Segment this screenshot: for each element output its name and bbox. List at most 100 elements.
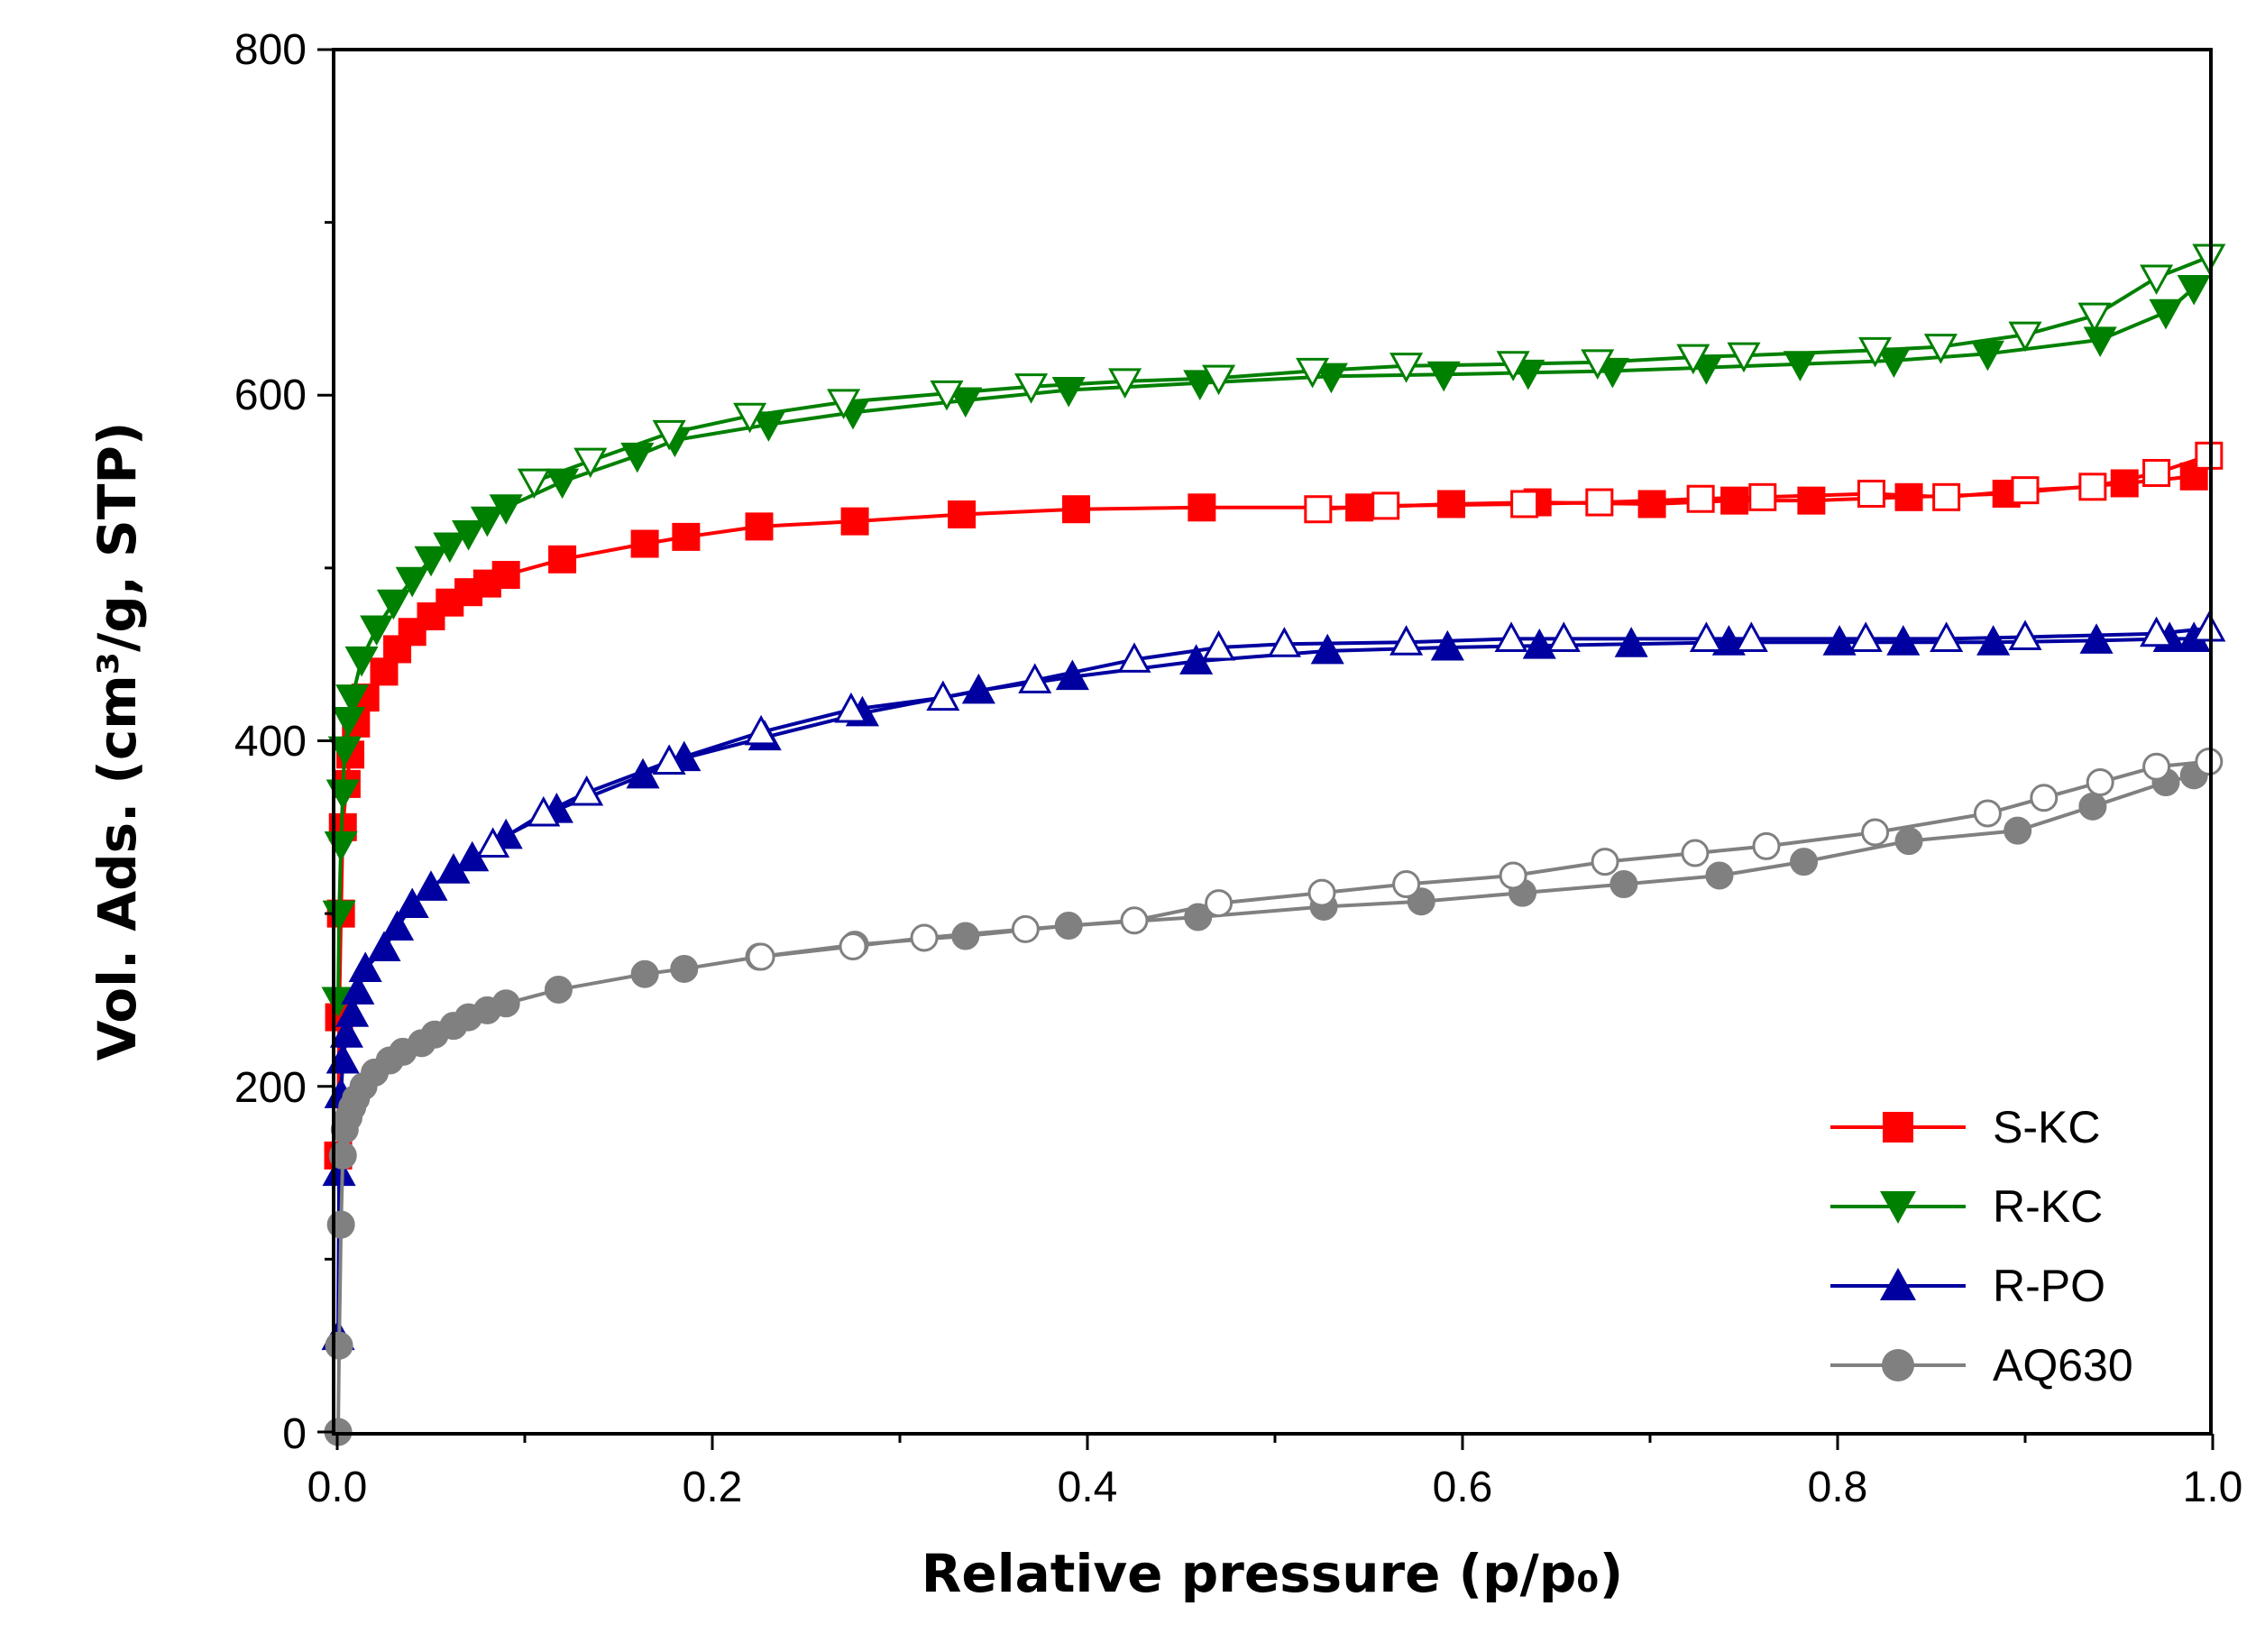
data-point-r-kc-desorption [1581, 349, 1615, 380]
data-point-r-kc-adsorption [1876, 347, 1911, 379]
data-point-aq630-desorption [1973, 799, 2002, 828]
data-point-r-po-adsorption [1976, 625, 2011, 656]
data-point-s-kc-adsorption [1720, 486, 1749, 515]
data-point-aq630-desorption [1307, 878, 1336, 907]
data-point-s-kc-adsorption [491, 561, 520, 590]
legend-label-r-po: R-PO [1993, 1261, 2105, 1311]
data-point-r-po-desorption [1546, 621, 1581, 652]
data-point-r-po-desorption [1848, 621, 1883, 652]
data-point-r-kc-desorption [1676, 344, 1710, 375]
data-point-r-kc-adsorption [751, 411, 785, 442]
data-point-r-po-desorption [1930, 621, 1964, 652]
data-point-r-po-adsorption [367, 931, 401, 961]
data-point-r-kc-desorption [1389, 353, 1424, 383]
data-point-s-kc-desorption [1510, 490, 1539, 519]
data-point-aq630-adsorption [544, 975, 573, 1004]
data-point-r-kc-desorption [827, 389, 861, 420]
y-tick-label: 400 [234, 718, 307, 766]
x-tick-label: 0.0 [307, 1464, 368, 1511]
data-point-r-kc-desorption [733, 402, 767, 434]
data-point-aq630-desorption [747, 942, 775, 971]
data-point-r-kc-desorption [2077, 302, 2112, 334]
data-point-r-po-desorption [1267, 627, 1301, 657]
data-point-r-po-adsorption [381, 910, 415, 941]
data-point-r-po-desorption [1494, 621, 1528, 652]
data-point-r-po-desorption [476, 827, 510, 858]
data-point-aq630-desorption [1011, 914, 1040, 943]
x-tick-label: 1.0 [2183, 1464, 2243, 1511]
data-point-s-kc-adsorption [1345, 493, 1374, 522]
data-point-r-kc-adsorption [326, 779, 360, 811]
data-point-aq630-desorption [910, 923, 939, 952]
data-point-s-kc-adsorption [672, 522, 701, 551]
data-point-s-kc-desorption [1304, 495, 1333, 524]
data-point-aq630-desorption [1591, 848, 1619, 876]
data-point-r-po-adsorption [1711, 625, 1746, 656]
data-point-r-kc-adsorption [1511, 359, 1545, 390]
x-axis-title: Relative pressure (p/p₀) [922, 1543, 1624, 1604]
data-point-r-po-desorption [2192, 610, 2226, 642]
data-point-r-po-desorption [1689, 621, 1723, 652]
triangle-up-marker-icon [1880, 1268, 1916, 1300]
data-point-aq630-desorption [1752, 831, 1781, 860]
legend-item-aq630: AQ630 [1830, 1340, 2133, 1390]
data-point-r-po-desorption [834, 692, 868, 723]
data-point-r-po-desorption [1018, 663, 1052, 693]
data-point-s-kc-desorption [2011, 476, 2040, 505]
legend-label-s-kc: S-KC [1993, 1102, 2100, 1152]
data-point-aq630-desorption [2195, 747, 2224, 776]
data-point-r-po-adsorption [348, 951, 382, 982]
data-point-s-kc-adsorption [948, 500, 977, 528]
data-point-r-po-adsorption [1886, 625, 1921, 656]
data-point-aq630-desorption [839, 932, 867, 961]
data-point-r-kc-desorption [652, 419, 686, 451]
data-point-s-kc-adsorption [1437, 490, 1466, 519]
x-tick-label: 0.8 [1808, 1464, 1868, 1511]
data-point-r-po-adsorption [961, 673, 995, 704]
data-point-aq630-desorption [2142, 752, 2171, 781]
data-point-s-kc-desorption [1686, 484, 1715, 513]
data-point-r-kc-desorption [573, 447, 608, 479]
data-point-aq630-desorption [2086, 767, 2114, 796]
axis-ticks [317, 48, 2215, 1450]
data-point-s-kc-adsorption [630, 529, 659, 558]
data-point-r-po-desorption [570, 775, 604, 806]
circle-marker-icon [1882, 1349, 1914, 1381]
data-point-aq630-desorption [1681, 839, 1710, 867]
data-point-r-kc-desorption [2008, 321, 2042, 353]
data-point-r-kc-adsorption [452, 520, 486, 551]
data-point-r-kc-adsorption [433, 532, 467, 564]
data-point-aq630-adsorption [1609, 870, 1638, 899]
triangle-down-marker-icon [1880, 1191, 1916, 1224]
data-point-s-kc-desorption [1857, 479, 1885, 508]
data-point-aq630-desorption [1205, 889, 1233, 918]
data-point-r-kc-adsorption [1314, 363, 1348, 394]
data-point-r-kc-adsorption [360, 615, 394, 647]
data-point-aq630-adsorption [2078, 792, 2107, 821]
series-r-kc [321, 243, 2226, 1018]
data-point-r-po-adsorption [329, 1017, 363, 1048]
data-point-aq630-desorption [1392, 870, 1421, 899]
data-point-s-kc-desorption [1932, 482, 1961, 511]
data-point-r-kc-adsorption [470, 506, 504, 537]
data-point-r-kc-adsorption [949, 387, 983, 418]
data-point-r-po-desorption [2140, 616, 2174, 647]
legend-item-r-kc: R-KC [1830, 1181, 2103, 1232]
data-point-r-kc-adsorption [2149, 298, 2183, 330]
data-point-r-kc-adsorption [376, 589, 410, 620]
data-point-aq630-adsorption [951, 922, 980, 950]
data-point-r-kc-desorption [2192, 243, 2226, 275]
x-tick-label: 0.6 [1433, 1464, 1493, 1511]
data-point-r-po-desorption [926, 680, 960, 711]
data-point-r-kc-adsorption [1783, 351, 1817, 381]
data-point-r-po-desorption [1389, 625, 1424, 656]
data-point-r-po-adsorption [1614, 627, 1648, 657]
data-point-r-kc-adsorption [335, 684, 370, 715]
data-point-r-kc-adsorption [327, 736, 362, 767]
data-point-r-kc-adsorption [620, 442, 655, 473]
data-point-s-kc-adsorption [1637, 490, 1666, 519]
y-axis-title: Vol. Ads. (cm³/g, STP) [87, 422, 148, 1061]
data-point-r-po-adsorption [1822, 625, 1857, 656]
data-point-r-kc-adsorption [1970, 340, 2004, 372]
